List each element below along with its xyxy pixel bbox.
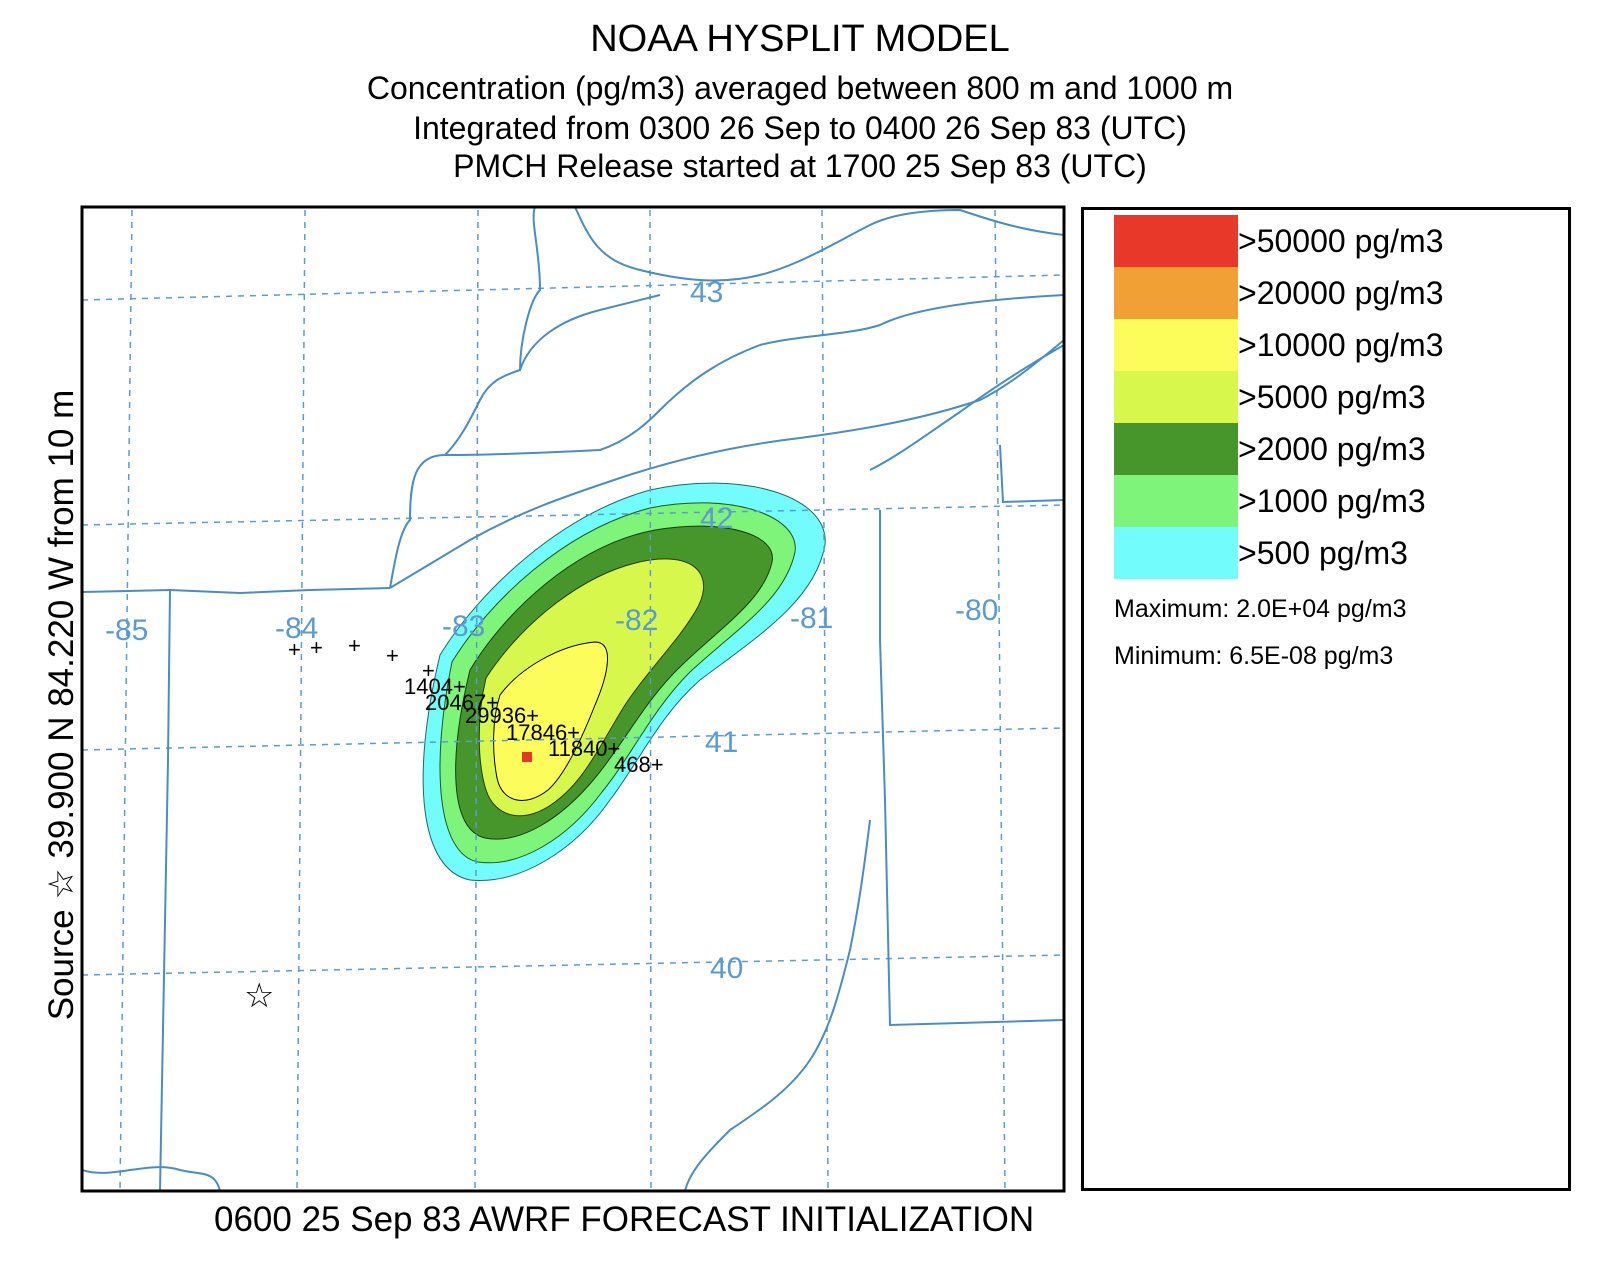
- lon-label: -82: [615, 604, 658, 637]
- subtitle-release-start: PMCH Release started at 1700 25 Sep 83 (…: [453, 148, 1147, 184]
- concentration-legend: >50000 pg/m3 >20000 pg/m3 >10000 pg/m3 >…: [1081, 207, 1571, 1191]
- station-marker: +: [288, 637, 301, 662]
- lon-label: -85: [105, 614, 148, 647]
- indiana-ohio-border: [159, 589, 171, 1191]
- subtitle-integration-period: Integrated from 0300 26 Sep to 0400 26 S…: [413, 110, 1187, 146]
- concentration-plume: [422, 482, 826, 881]
- pa-ny-border: [999, 444, 1064, 504]
- maximum-point-marker: [522, 752, 532, 762]
- lat-label: 41: [705, 726, 738, 759]
- michigan-ohio-border: [82, 587, 391, 595]
- legend-swatch: [1114, 267, 1238, 319]
- ohio-pa-border: [879, 510, 1064, 1027]
- station-label: 11840+: [548, 736, 620, 761]
- station-label: 20467+: [425, 690, 499, 715]
- map-title: NOAA HYSPLIT MODEL: [590, 18, 1010, 60]
- lake-erie-south-shore: [389, 339, 1064, 589]
- legend-label: >1000 pg/m3: [1238, 483, 1426, 519]
- legend-label: >5000 pg/m3: [1238, 379, 1426, 415]
- lake-huron-shore: [519, 294, 661, 371]
- station-marker: +: [310, 635, 323, 660]
- lon-label: -81: [790, 602, 833, 635]
- lon-label: -80: [955, 594, 998, 627]
- legend-label: >500 pg/m3: [1238, 535, 1408, 571]
- station-label: 29936+: [465, 703, 539, 728]
- ohio-river-west: [82, 1166, 221, 1191]
- station-marker: +: [348, 633, 361, 658]
- station-marker: +: [386, 643, 399, 668]
- legend-label: >2000 pg/m3: [1238, 431, 1426, 467]
- minimum-concentration: Minimum: 6.5E-08 pg/m3: [1114, 642, 1394, 670]
- station-markers: + + + + + 1404+ 20467+ 29936+ 17846+ 118…: [288, 633, 664, 777]
- legend-swatch: [1114, 527, 1238, 579]
- grid-labels: -85 -84 -83 -82 -81 -80 43 42 41 40: [105, 276, 998, 985]
- lake-erie-east: [869, 344, 1064, 471]
- legend-label: >50000 pg/m3: [1238, 223, 1444, 259]
- legend-swatch: [1114, 423, 1238, 475]
- ontario-shore: [574, 207, 1064, 282]
- source-star-icon: ☆: [244, 976, 274, 1016]
- maximum-concentration: Maximum: 2.0E+04 pg/m3: [1114, 595, 1407, 623]
- lat-label: 43: [690, 276, 723, 309]
- legend-swatch: [1114, 215, 1238, 267]
- station-marker: +: [422, 658, 435, 683]
- legend-swatch: [1114, 475, 1238, 527]
- forecast-initialization-label: 0600 25 Sep 83 AWRF FORECAST INITIALIZAT…: [214, 1200, 1035, 1239]
- lon-label: -83: [442, 610, 485, 643]
- legend-swatch: [1114, 371, 1238, 423]
- lat-label: 40: [710, 952, 743, 985]
- legend-label: >20000 pg/m3: [1238, 275, 1444, 311]
- subtitle-concentration: Concentration (pg/m3) averaged between 8…: [366, 70, 1234, 106]
- lake-erie-north-shore: [444, 294, 1064, 456]
- station-label: 1404+: [404, 674, 466, 699]
- ohio-river: [684, 819, 871, 1191]
- source-location-label: Source ☆ 39.900 N 84.220 W from 10 m: [42, 389, 81, 1021]
- station-label: 468+: [614, 752, 664, 777]
- station-label: 17846+: [506, 720, 580, 745]
- lon-label: -84: [275, 612, 318, 645]
- legend-label: >10000 pg/m3: [1238, 327, 1444, 363]
- michigan-coast: [389, 207, 542, 589]
- map-frame: [80, 205, 1066, 1193]
- state-lake-boundaries: [82, 207, 1064, 1191]
- lat-label: 42: [700, 502, 733, 535]
- legend-swatch: [1114, 319, 1238, 371]
